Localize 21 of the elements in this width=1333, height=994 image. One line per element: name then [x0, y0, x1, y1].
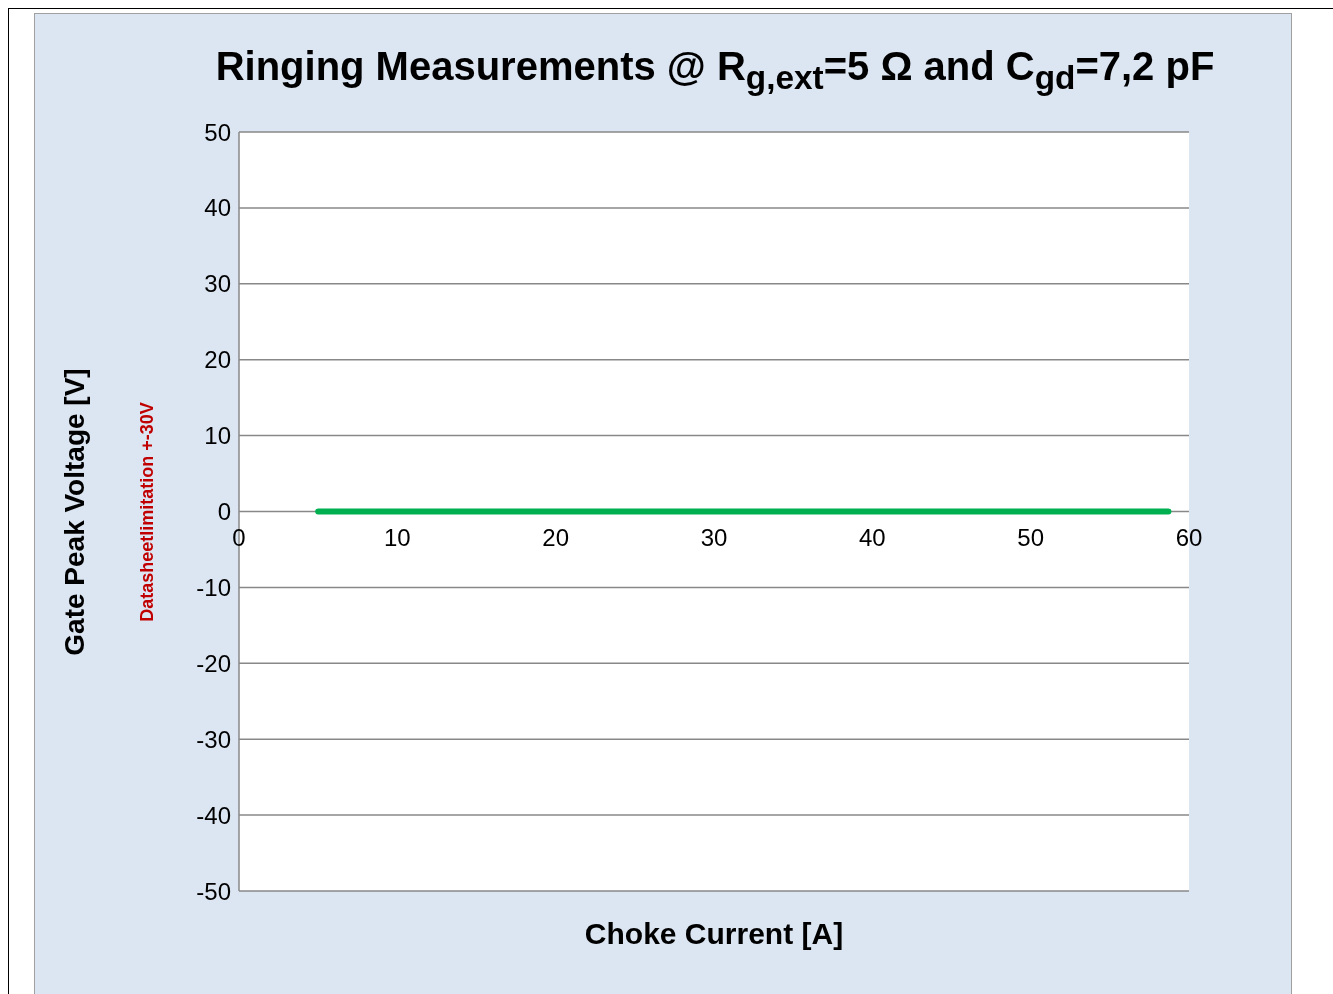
y-tick-label: -40: [196, 801, 231, 829]
y-tick-label: -10: [196, 573, 231, 601]
x-tick-label: 10: [383, 523, 411, 551]
chart-title: Ringing Measurements @ R$_{g,ext}$=5 Ω and C$_{gd}$=7,2 pF: [214, 44, 1216, 97]
y-tick-label: -30: [196, 725, 231, 753]
x-axis-title: Choke Current [A]: [583, 917, 845, 951]
y-tick-label: 20: [204, 346, 231, 374]
y-tick-label: 10: [204, 422, 231, 450]
x-tick-label: 60: [1175, 523, 1203, 551]
y-tick-label: 30: [204, 270, 231, 298]
x-tick-label: 50: [1017, 523, 1045, 551]
y-tick-label: 50: [204, 118, 231, 146]
y-tick-label: 40: [204, 194, 231, 222]
x-tick-label: 20: [542, 523, 570, 551]
y-axis-title: Gate Peak Voltage [V]: [59, 367, 91, 656]
x-tick-label: 40: [858, 523, 886, 551]
text: Datasheetlimitation +-30V: [137, 401, 158, 622]
y-tick-label: -20: [196, 649, 231, 677]
y-tick-label: 0: [217, 498, 231, 526]
y-tick-label: -50: [196, 877, 231, 905]
x-tick-label: 30: [700, 523, 728, 551]
